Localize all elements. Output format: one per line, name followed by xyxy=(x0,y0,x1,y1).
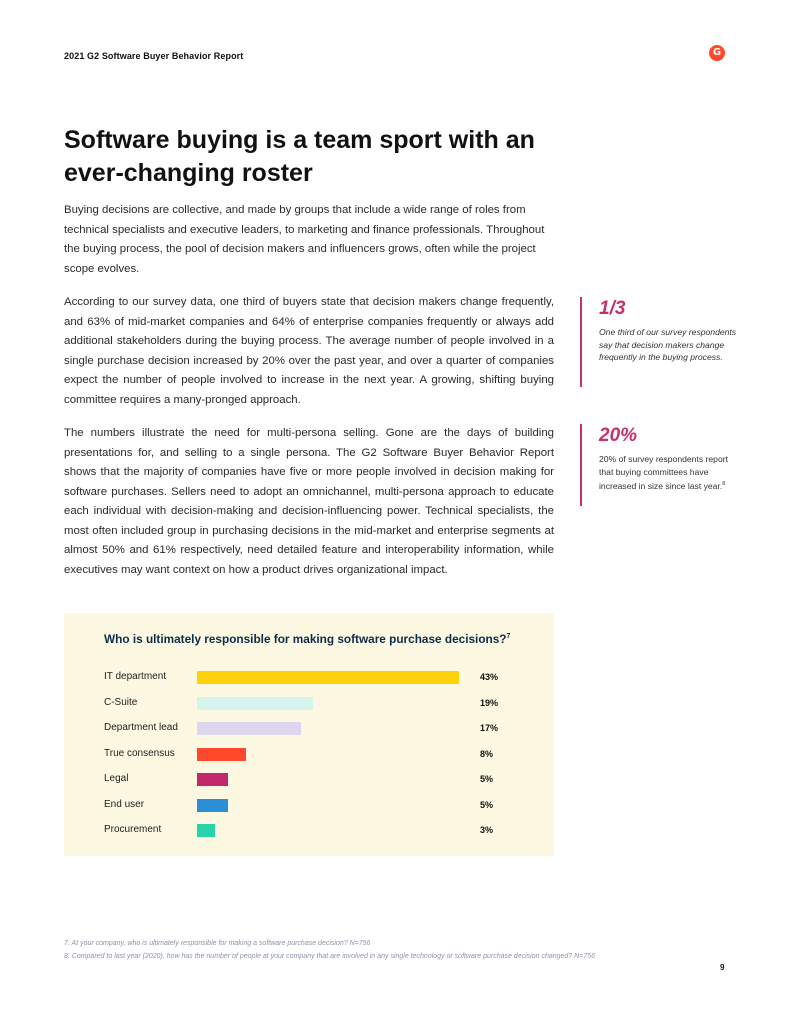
callout-stat: 1/3 xyxy=(599,298,626,319)
chart-title-text: Who is ultimately responsible for making… xyxy=(104,632,507,646)
page-number: 9 xyxy=(720,963,725,972)
chart-row: Procurement 3% xyxy=(64,823,554,837)
category-label: C-Suite xyxy=(104,696,138,708)
chart-row: IT department 43% xyxy=(64,670,554,684)
value-label: 17% xyxy=(480,723,499,733)
page-title: Software buying is a team sport with an … xyxy=(64,126,535,187)
value-label: 8% xyxy=(480,748,494,759)
footnote-ref: 8 xyxy=(722,481,726,487)
value-label: 3% xyxy=(480,825,494,835)
category-label: IT department xyxy=(104,671,167,682)
value-label: 5% xyxy=(480,774,494,784)
chart-row: End user 5% xyxy=(64,798,554,812)
chart-title-footnote-ref: 7 xyxy=(506,633,511,641)
bar-procurement xyxy=(197,824,216,837)
chart-row: C-Suite 19% xyxy=(64,696,554,710)
category-label: Procurement xyxy=(104,824,162,835)
bar-chart: Who is ultimately responsible for making… xyxy=(64,613,554,856)
category-label: Department lead xyxy=(104,722,178,733)
category-label: Legal xyxy=(104,773,129,784)
footnote-7: 7. At your company, who is ultimately re… xyxy=(64,940,371,947)
value-label: 19% xyxy=(480,697,499,708)
chart-row: Department lead 17% xyxy=(64,721,554,735)
bar-c-suite xyxy=(197,696,313,710)
multi-persona-paragraph: The numbers illustrate the need for mult… xyxy=(64,427,554,576)
chart-row: Legal 5% xyxy=(64,772,554,786)
callout-text: One third of our survey respondents say … xyxy=(599,327,737,362)
g2-logo-icon: G xyxy=(709,45,725,61)
value-label: 43% xyxy=(480,672,499,682)
callout-stat: 20% xyxy=(599,425,638,446)
value-label: 5% xyxy=(480,799,494,810)
report-header-title: 2021 G2 Software Buyer Behavior Report xyxy=(64,51,244,61)
footnote-8: 8. Compared to last year (2020), how has… xyxy=(64,953,595,960)
callout-twenty-percent: 20% 20% of survey respondents report tha… xyxy=(580,424,740,506)
callout-text-body: 20% of survey respondents report that bu… xyxy=(599,454,728,491)
intro-paragraph: Buying decisions are collective, and mad… xyxy=(64,204,545,275)
bar-it-department xyxy=(197,671,460,684)
chart-title: Who is ultimately responsible for making… xyxy=(104,632,510,646)
survey-data-paragraph: According to our survey data, one third … xyxy=(64,296,554,406)
chart-row: True consensus 8% xyxy=(64,747,554,761)
bar-department-lead xyxy=(197,722,301,735)
callout-text: 20% of survey respondents report that bu… xyxy=(599,453,740,492)
category-label: True consensus xyxy=(104,747,175,759)
callout-one-third: 1/3 One third of our survey respondents … xyxy=(580,297,740,387)
bar-end-user xyxy=(197,798,228,812)
bar-legal xyxy=(197,773,228,786)
bar-true-consensus xyxy=(197,747,246,761)
category-label: End user xyxy=(104,798,145,810)
